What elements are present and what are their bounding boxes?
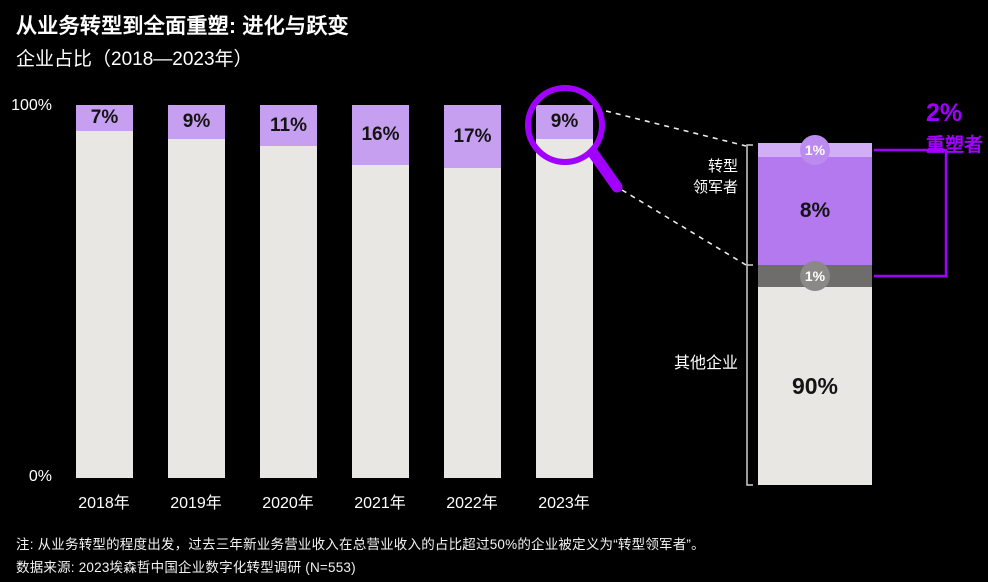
bar-2021: 16%: [352, 105, 409, 478]
footnote-definition: 注: 从业务转型的程度出发，过去三年新业务营业收入在总营业收入的占比超过50%的…: [16, 537, 705, 552]
bar-segment-leaders: 16%: [352, 105, 409, 165]
x-axis-label-2020: 2020年: [262, 495, 314, 512]
bar-2022: 17%: [444, 105, 501, 478]
x-axis-label-2018: 2018年: [78, 495, 130, 512]
bar-segment-others: [168, 139, 225, 478]
reshaper-value: 2%: [926, 99, 963, 127]
x-axis-label-2021: 2021年: [354, 495, 406, 512]
x-axis-label-2022: 2022年: [446, 495, 498, 512]
bar-segment-others: [76, 131, 133, 478]
bar-segment-others: [260, 146, 317, 478]
bar-value-label: 9%: [550, 110, 579, 132]
reshaper-callout: 2% 重塑者: [926, 100, 983, 157]
bar-segment-others: [352, 165, 409, 478]
bar-segment-leaders: 17%: [444, 105, 501, 169]
reshaper-label: 重塑者: [926, 135, 984, 156]
detail-90pct-label: 90%: [791, 372, 839, 399]
detail-bracket-left: [746, 144, 753, 486]
bar-2018: 7%: [76, 105, 133, 478]
zoom-connector-top-line: [605, 110, 747, 147]
bar-value-label: 7%: [90, 107, 119, 129]
group-label-leaders: 转型 领军者: [692, 158, 738, 196]
detail-breakdown-bar: 8% 90% 1% 1%: [758, 135, 872, 485]
reshaper-bracket-line: [874, 148, 948, 278]
x-axis-label-2023: 2023年: [538, 495, 590, 512]
bar-2019: 9%: [168, 105, 225, 478]
badge-1pct-gray: 1%: [800, 261, 830, 291]
bar-segment-leaders: 11%: [260, 105, 317, 147]
footnote-source: 数据来源: 2023埃森哲中国企业数字化转型调研 (N=553): [16, 560, 356, 575]
badge-1pct-purple: 1%: [800, 135, 830, 165]
bar-value-label: 9%: [182, 110, 211, 132]
page-subtitle: 企业占比（2018—2023年）: [16, 49, 253, 70]
bar-segment-leaders: 9%: [536, 105, 593, 139]
page-title: 从业务转型到全面重塑: 进化与跃变: [16, 15, 349, 38]
bar-2020: 11%: [260, 105, 317, 478]
y-axis-label-0: 0%: [28, 468, 52, 485]
zoom-connector-bottom-line: [621, 189, 747, 266]
detail-segment-8pct: 8%: [758, 157, 872, 265]
bar-value-label: 17%: [453, 125, 492, 147]
bar-segment-others: [536, 139, 593, 478]
bar-segment-others: [444, 168, 501, 478]
magnifier-handle: [587, 147, 623, 193]
bar-segment-leaders: 7%: [76, 105, 133, 132]
y-axis-label-100: 100%: [11, 97, 52, 114]
group-label-others: 其他企业: [673, 355, 738, 372]
x-axis-label-2019: 2019年: [170, 495, 222, 512]
bar-value-label: 16%: [361, 123, 400, 145]
detail-segment-90pct: 90%: [758, 287, 872, 485]
detail-8pct-label: 8%: [799, 199, 831, 222]
bar-value-label: 11%: [270, 114, 307, 136]
bar-2023-highlighted: 9%: [536, 105, 593, 478]
bar-segment-leaders: 9%: [168, 105, 225, 139]
